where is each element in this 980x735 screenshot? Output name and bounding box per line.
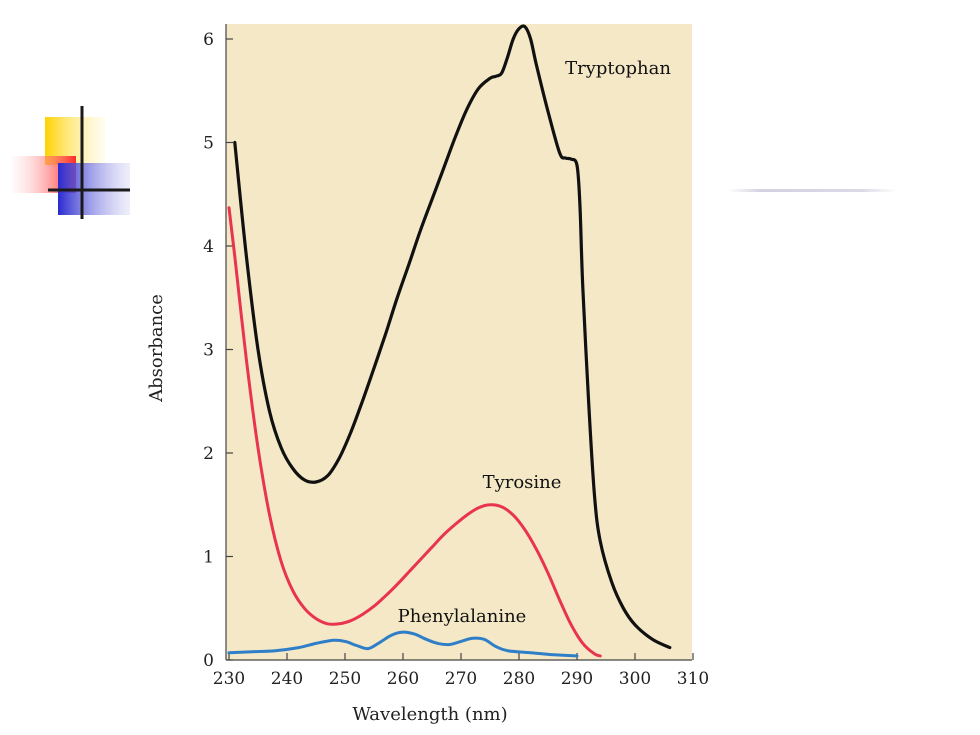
x-axis-title: Wavelength (nm) [352, 704, 507, 725]
x-axis: 230 240 250 260 270 280 290 300 310 [213, 653, 709, 689]
crosshair-squares-icon [12, 106, 130, 219]
phenylalanine-line [227, 630, 579, 658]
x-tick-label: 270 [445, 669, 477, 689]
tyrosine-line [227, 206, 602, 658]
x-tick-label: 240 [271, 669, 303, 689]
x-tick-label: 290 [561, 669, 593, 689]
y-tick-label: 4 [203, 237, 214, 257]
y-tick-label: 0 [203, 651, 214, 671]
x-tick-label: 250 [329, 669, 361, 689]
series-layer: Tryptophan Tyrosine Phenylalanine [227, 24, 672, 658]
x-tick-label: 280 [503, 669, 535, 689]
phenylalanine-label: Phenylalanine [398, 606, 527, 627]
y-tick-label: 1 [203, 548, 214, 568]
y-tick-label: 5 [203, 134, 214, 154]
x-tick-label: 310 [677, 669, 709, 689]
y-axis-title: Absorbance [146, 294, 167, 403]
tyrosine-label: Tyrosine [483, 472, 562, 493]
y-tick-label: 6 [203, 30, 214, 50]
x-tick-label: 230 [213, 669, 245, 689]
tryptophan-label: Tryptophan [565, 58, 671, 79]
y-tick-label: 3 [203, 341, 214, 361]
tryptophan-line [233, 24, 672, 650]
y-tick-label: 2 [203, 444, 214, 464]
y-axis: 0 1 2 3 4 5 6 [203, 30, 233, 671]
x-tick-label: 260 [387, 669, 419, 689]
x-tick-label: 300 [619, 669, 651, 689]
plot-area [226, 24, 692, 660]
title-underline [728, 189, 896, 192]
